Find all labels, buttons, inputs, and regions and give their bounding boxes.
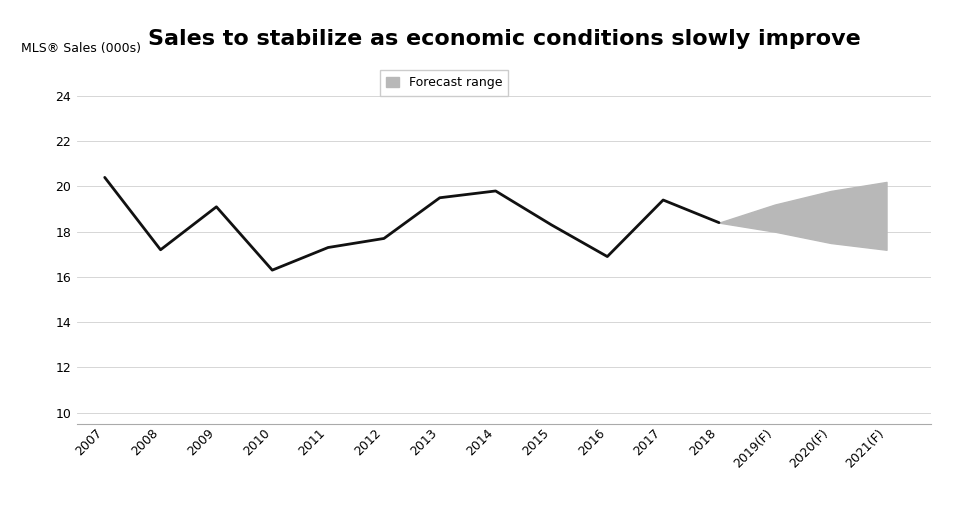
Text: MLS® Sales (000s): MLS® Sales (000s): [21, 42, 141, 55]
Title: Sales to stabilize as economic conditions slowly improve: Sales to stabilize as economic condition…: [148, 29, 860, 49]
Legend: Forecast range: Forecast range: [380, 70, 509, 96]
